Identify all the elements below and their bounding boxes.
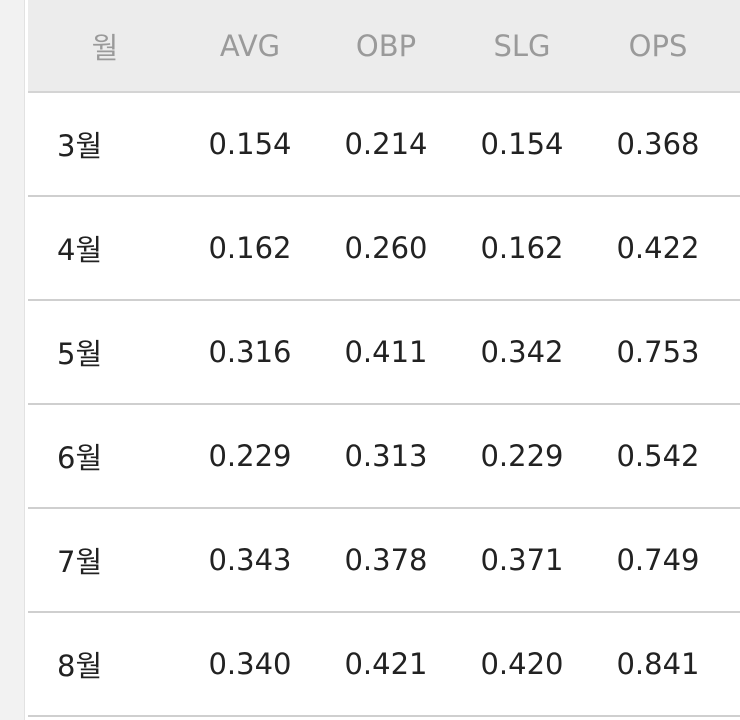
table-row: 7월 0.343 0.378 0.371 0.749 (28, 509, 740, 613)
table-cell: 0.420 (480, 647, 564, 681)
table-cell: 0.342 (480, 335, 564, 369)
table-cell: 0.753 (616, 335, 700, 369)
table-cell: 0.422 (616, 231, 700, 265)
table-row: 8월 0.340 0.421 0.420 0.841 (28, 613, 740, 717)
table-cell: 0.229 (208, 439, 292, 473)
table-cell: 0.162 (208, 231, 292, 265)
table-cell: 6월 (57, 441, 103, 475)
table-cell: 0.162 (480, 231, 564, 265)
table-cell: 7월 (57, 545, 103, 579)
side-strip (0, 0, 25, 720)
table-cell: 0.154 (480, 127, 564, 161)
table-cell: 4월 (57, 233, 103, 267)
table-cell: 3월 (57, 129, 103, 163)
header-cell: OPS (628, 28, 688, 63)
table-cell: 0.313 (344, 439, 428, 473)
header-row: 월 AVG OBP SLG OPS (28, 0, 740, 93)
table-cell: 0.340 (208, 647, 292, 681)
table-cell: 0.841 (616, 647, 700, 681)
table-cell: 0.411 (344, 335, 428, 369)
header-cell: 월 (91, 30, 119, 65)
table-cell: 0.749 (616, 543, 700, 577)
table-cell: 0.260 (344, 231, 428, 265)
table-cell: 0.542 (616, 439, 700, 473)
table-row: 4월 0.162 0.260 0.162 0.422 (28, 197, 740, 301)
table-cell: 0.371 (480, 543, 564, 577)
header-cell: SLG (493, 28, 551, 63)
stats-table: 월 AVG OBP SLG OPS 3월 0.154 0.214 0.154 0.368 4월 0.1… (28, 0, 740, 717)
table-row: 3월 0.154 0.214 0.154 0.368 (28, 93, 740, 197)
table-cell: 0.154 (208, 127, 292, 161)
table-row: 5월 0.316 0.411 0.342 0.753 (28, 301, 740, 405)
table-cell: 0.368 (616, 127, 700, 161)
table-cell: 0.343 (208, 543, 292, 577)
table-cell: 5월 (57, 337, 103, 371)
table-cell: 0.316 (208, 335, 292, 369)
table-cell: 0.421 (344, 647, 428, 681)
header-cell: AVG (219, 28, 281, 63)
table-cell: 0.378 (344, 543, 428, 577)
table-cell: 0.214 (344, 127, 428, 161)
table-row: 6월 0.229 0.313 0.229 0.542 (28, 405, 740, 509)
table-cell: 0.229 (480, 439, 564, 473)
header-cell: OBP (355, 28, 417, 63)
table-cell: 8월 (57, 649, 103, 683)
